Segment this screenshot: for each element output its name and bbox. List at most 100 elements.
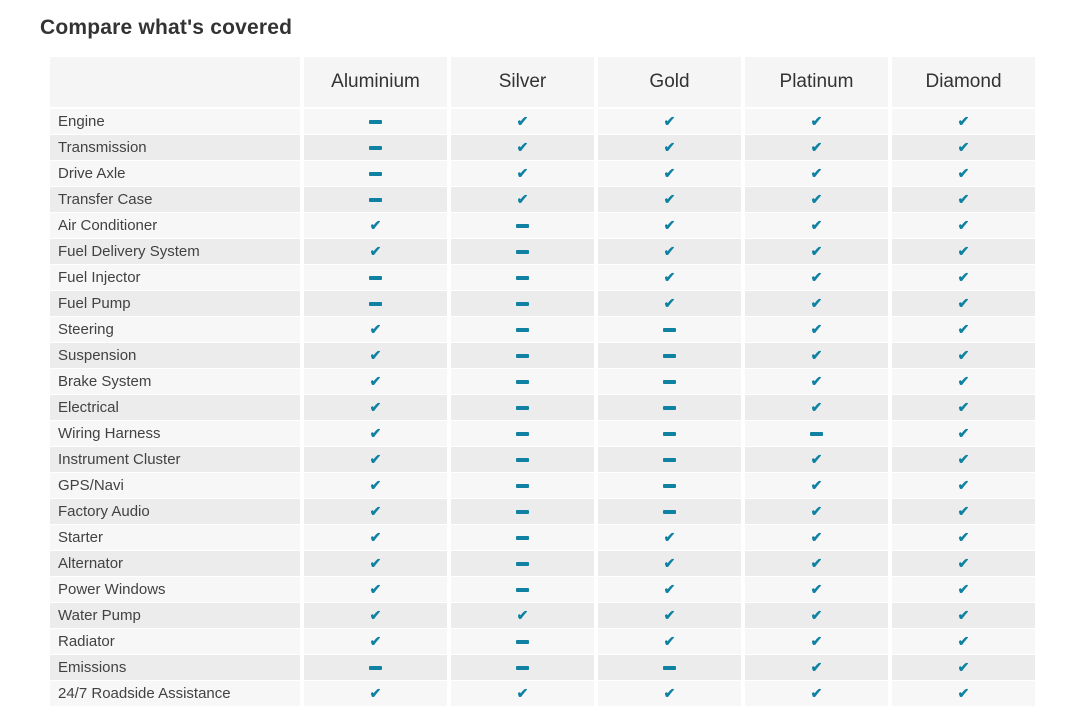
coverage-cell-covered: ✔ [451, 603, 594, 628]
dash-icon [516, 275, 529, 280]
check-icon: ✔ [957, 554, 970, 571]
coverage-cell-not-covered [451, 317, 594, 342]
coverage-cell-covered: ✔ [598, 681, 741, 706]
check-icon: ✔ [957, 294, 970, 311]
dash-icon [516, 483, 529, 488]
table-row: Engine ✔ ✔ ✔ ✔ [50, 109, 1035, 134]
check-icon: ✔ [957, 138, 970, 155]
coverage-cell-covered: ✔ [304, 447, 447, 472]
row-label: Drive Axle [50, 161, 300, 186]
check-icon: ✔ [810, 268, 823, 285]
check-icon: ✔ [957, 112, 970, 129]
check-icon: ✔ [957, 190, 970, 207]
coverage-cell-covered: ✔ [745, 473, 888, 498]
check-icon: ✔ [663, 528, 676, 545]
coverage-cell-not-covered [451, 551, 594, 576]
coverage-cell-not-covered [304, 187, 447, 212]
table-row: Starter ✔ ✔ ✔ ✔ [50, 525, 1035, 550]
table-body: Engine ✔ ✔ ✔ ✔ Transmission ✔ ✔ ✔ ✔ Drive Axle ✔ ✔ ✔ ✔… [50, 109, 1035, 706]
coverage-cell-not-covered [598, 655, 741, 680]
check-icon: ✔ [810, 528, 823, 545]
row-label: Power Windows [50, 577, 300, 602]
dash-icon [369, 301, 382, 306]
coverage-cell-covered: ✔ [304, 577, 447, 602]
coverage-cell-not-covered [451, 213, 594, 238]
check-icon: ✔ [663, 138, 676, 155]
check-icon: ✔ [957, 164, 970, 181]
check-icon: ✔ [957, 242, 970, 259]
check-icon: ✔ [810, 112, 823, 129]
table-row: Steering ✔ ✔ ✔ [50, 317, 1035, 342]
coverage-cell-covered: ✔ [598, 525, 741, 550]
coverage-cell-covered: ✔ [598, 187, 741, 212]
check-icon: ✔ [810, 164, 823, 181]
check-icon: ✔ [957, 502, 970, 519]
coverage-cell-covered: ✔ [598, 239, 741, 264]
plan-header-aluminium: Aluminium [304, 57, 447, 107]
check-icon: ✔ [957, 632, 970, 649]
check-icon: ✔ [369, 320, 382, 337]
table-row: Transfer Case ✔ ✔ ✔ ✔ [50, 187, 1035, 212]
row-label: Engine [50, 109, 300, 134]
coverage-cell-covered: ✔ [745, 343, 888, 368]
check-icon: ✔ [957, 216, 970, 233]
coverage-cell-not-covered [451, 629, 594, 654]
table-row: Brake System ✔ ✔ ✔ [50, 369, 1035, 394]
check-icon: ✔ [810, 554, 823, 571]
check-icon: ✔ [663, 268, 676, 285]
dash-icon [369, 171, 382, 176]
dash-icon [369, 145, 382, 150]
check-icon: ✔ [810, 658, 823, 675]
coverage-cell-covered: ✔ [892, 369, 1035, 394]
coverage-cell-covered: ✔ [598, 109, 741, 134]
dash-icon [369, 119, 382, 124]
coverage-cell-covered: ✔ [892, 655, 1035, 680]
coverage-cell-covered: ✔ [892, 265, 1035, 290]
coverage-cell-covered: ✔ [892, 681, 1035, 706]
coverage-cell-not-covered [304, 109, 447, 134]
check-icon: ✔ [810, 684, 823, 701]
coverage-cell-not-covered [451, 577, 594, 602]
dash-icon [516, 327, 529, 332]
coverage-cell-not-covered [451, 499, 594, 524]
coverage-cell-not-covered [451, 343, 594, 368]
coverage-cell-covered: ✔ [892, 343, 1035, 368]
coverage-cell-covered: ✔ [892, 317, 1035, 342]
coverage-cell-covered: ✔ [304, 681, 447, 706]
dash-icon [516, 431, 529, 436]
check-icon: ✔ [957, 424, 970, 441]
table-row: Air Conditioner ✔ ✔ ✔ ✔ [50, 213, 1035, 238]
table-row: Alternator ✔ ✔ ✔ ✔ [50, 551, 1035, 576]
coverage-cell-not-covered [451, 291, 594, 316]
coverage-cell-covered: ✔ [892, 395, 1035, 420]
check-icon: ✔ [516, 138, 529, 155]
coverage-cell-not-covered [304, 135, 447, 160]
check-icon: ✔ [957, 684, 970, 701]
coverage-cell-covered: ✔ [304, 421, 447, 446]
check-icon: ✔ [369, 372, 382, 389]
dash-icon [663, 509, 676, 514]
dash-icon [369, 275, 382, 280]
table-row: Drive Axle ✔ ✔ ✔ ✔ [50, 161, 1035, 186]
table-row: Electrical ✔ ✔ ✔ [50, 395, 1035, 420]
check-icon: ✔ [810, 242, 823, 259]
check-icon: ✔ [663, 632, 676, 649]
dash-icon [516, 379, 529, 384]
check-icon: ✔ [369, 502, 382, 519]
coverage-cell-not-covered [451, 369, 594, 394]
coverage-cell-covered: ✔ [892, 551, 1035, 576]
check-icon: ✔ [369, 476, 382, 493]
check-icon: ✔ [957, 528, 970, 545]
coverage-cell-covered: ✔ [304, 473, 447, 498]
coverage-cell-not-covered [451, 239, 594, 264]
check-icon: ✔ [810, 502, 823, 519]
check-icon: ✔ [957, 580, 970, 597]
check-icon: ✔ [369, 580, 382, 597]
check-icon: ✔ [369, 450, 382, 467]
coverage-cell-not-covered [451, 473, 594, 498]
check-icon: ✔ [810, 606, 823, 623]
coverage-cell-not-covered [304, 161, 447, 186]
check-icon: ✔ [810, 398, 823, 415]
dash-icon [369, 197, 382, 202]
